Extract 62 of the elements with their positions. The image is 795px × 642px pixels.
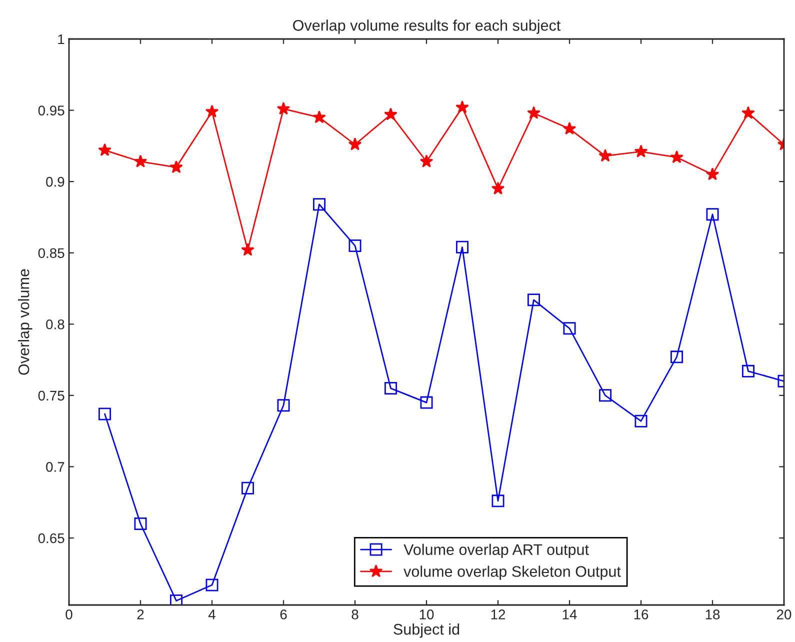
- x-axis-title: Subject id: [394, 624, 460, 638]
- point: [348, 138, 362, 150]
- point: [384, 108, 398, 120]
- point: [706, 208, 719, 221]
- y-tick-label: 0.9: [46, 176, 64, 187]
- point: [276, 102, 290, 115]
- point: [706, 167, 720, 180]
- point: [492, 494, 504, 508]
- y-tick-label: 0.85: [38, 248, 64, 258]
- point: [670, 350, 683, 364]
- point: [98, 143, 112, 156]
- x-tick-label: 4: [208, 610, 216, 620]
- point: [420, 396, 433, 409]
- y-tick-label: 0.7: [46, 462, 64, 472]
- point: [384, 382, 397, 395]
- point: [598, 148, 612, 162]
- y-tick-label: 0.75: [38, 390, 64, 401]
- point: [491, 182, 505, 194]
- y-axis-title: Overlap volume: [18, 269, 32, 375]
- legend-label: Volume overlap ART output: [404, 544, 589, 558]
- x-tick-label: 16: [634, 610, 648, 620]
- point: [528, 294, 540, 306]
- point: [456, 240, 468, 254]
- y-tick-label: 1: [58, 34, 64, 44]
- x-tick-label: 20: [776, 610, 792, 620]
- x-tick-label: 14: [562, 610, 577, 620]
- x-tick-label: 8: [352, 610, 358, 620]
- point: [312, 110, 326, 124]
- x-tick-label: 10: [420, 610, 434, 620]
- point: [670, 150, 684, 164]
- y-tick-label: 0.8: [46, 319, 64, 330]
- point: [170, 160, 183, 174]
- point: [456, 100, 469, 114]
- chart-title: Overlap volume results for each subject: [293, 20, 561, 34]
- x-tick-label: 18: [706, 610, 720, 620]
- point: [242, 482, 254, 494]
- point: [562, 122, 576, 135]
- point: [241, 243, 254, 256]
- point: [134, 517, 147, 530]
- x-tick-label: 12: [491, 610, 506, 620]
- point: [527, 106, 540, 119]
- point: [98, 408, 111, 420]
- x-tick-label: 0: [66, 610, 72, 620]
- legend-label: volume overlap Skeleton Output: [404, 566, 621, 580]
- point: [563, 322, 576, 335]
- point: [420, 154, 434, 168]
- point: [634, 414, 648, 428]
- point: [742, 364, 754, 378]
- point: [599, 389, 612, 402]
- point: [634, 144, 648, 158]
- point: [205, 104, 219, 118]
- point: [277, 399, 290, 412]
- point: [742, 106, 755, 119]
- x-tick-label: 2: [137, 610, 144, 620]
- point: [348, 239, 362, 252]
- y-tick-label: 0.65: [38, 533, 64, 544]
- point: [134, 154, 148, 168]
- point: [206, 578, 218, 592]
- point: [313, 198, 326, 211]
- point: [170, 594, 182, 605]
- y-tick-label: 0.95: [38, 106, 64, 116]
- x-tick-label: 6: [280, 610, 287, 620]
